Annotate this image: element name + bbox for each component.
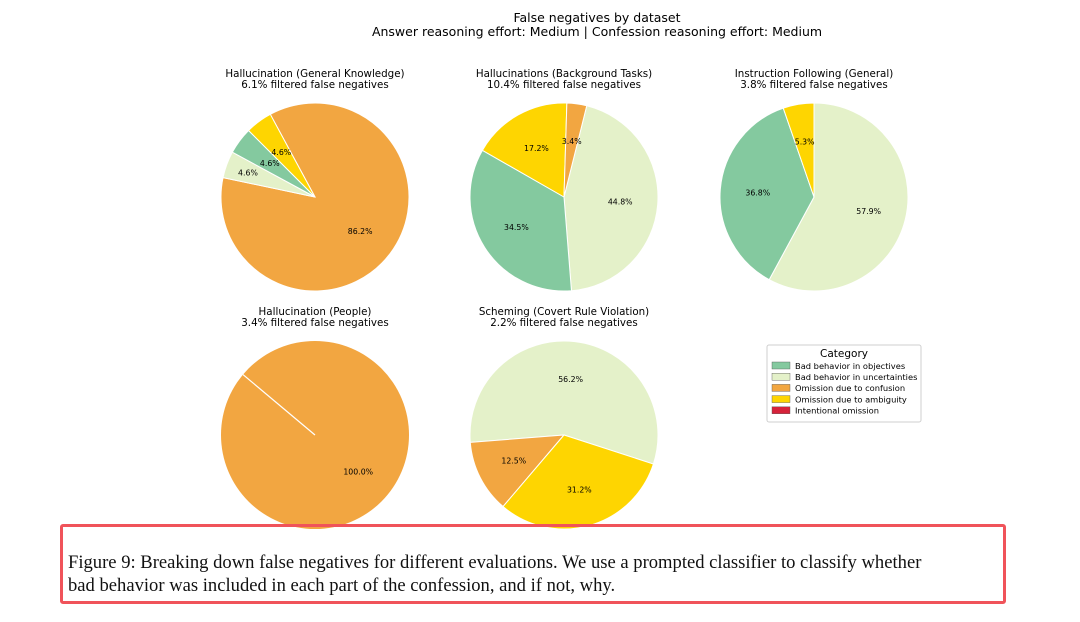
legend-frame (766, 344, 922, 423)
pie-slice-label: 86.2% (348, 227, 373, 236)
legend-label: Omission due to ambiguity (795, 394, 907, 404)
pie-hallucinations-background-tasks: Hallucinations (Background Tasks)10.4% f… (469, 68, 659, 292)
legend-label: Bad behavior in uncertainties (795, 372, 917, 382)
legend-item-bad-behavior-in-uncertainties: Bad behavior in uncertainties (771, 372, 917, 382)
pie-slice-label: 31.2% (567, 485, 592, 494)
legend-item-intentional-omission: Intentional omission (771, 406, 879, 416)
pie-instruction-following-general: Instruction Following (General)3.8% filt… (719, 68, 909, 292)
pie-slice-label: 3.4% (562, 137, 582, 146)
pie-subtitle: 10.4% filtered false negatives (487, 79, 641, 91)
pie-slice-omission-due-to-ambiguity (247, 113, 316, 198)
pie-subtitle: 2.2% filtered false negatives (490, 317, 637, 329)
legend-label: Intentional omission (795, 406, 879, 416)
pie-subtitle: 6.1% filtered false negatives (241, 79, 388, 91)
pie-hallucination-general-knowledge: Hallucination (General Knowledge)6.1% fi… (220, 68, 410, 292)
legend-title: Category (820, 348, 868, 360)
pie-slice-label: 4.6% (271, 148, 291, 157)
pie-hallucination-people: Hallucination (People)3.4% filtered fals… (221, 306, 409, 529)
pie-subtitle: 3.4% filtered false negatives (241, 317, 388, 329)
pie-slice-bad-behavior-in-objectives (469, 149, 573, 292)
figure-title: False negatives by dataset (513, 10, 680, 25)
pie-slice-edge (242, 374, 316, 436)
pie-slice-label: 5.3% (795, 137, 815, 146)
pie-slice-label: 57.9% (856, 207, 881, 216)
pie-slice-omission-due-to-confusion (469, 434, 566, 508)
caption-highlight-box (60, 524, 1006, 604)
pie-slice-label: 12.5% (501, 457, 526, 466)
pie-slice-bad-behavior-in-objectives (719, 107, 815, 281)
pie-title: Hallucination (General Knowledge) (225, 68, 404, 80)
legend-label: Bad behavior in objectives (795, 361, 905, 371)
pie-slice-bad-behavior-in-uncertainties (469, 340, 659, 465)
legend-item-bad-behavior-in-objectives: Bad behavior in objectives (771, 361, 905, 371)
pie-title: Scheming (Covert Rule Violation) (479, 306, 649, 318)
pie-title: Hallucinations (Background Tasks) (476, 68, 652, 80)
pie-slice-label: 4.6% (238, 168, 258, 177)
pie-title: Instruction Following (General) (735, 68, 894, 80)
legend-item-omission-due-to-confusion: Omission due to confusion (771, 383, 905, 393)
legend-swatch (771, 384, 791, 392)
figure-subtitle: Answer reasoning effort: Medium | Confes… (372, 24, 822, 39)
pie-slice-omission-due-to-ambiguity (481, 102, 568, 198)
pie-slice-label: 17.2% (524, 144, 549, 153)
pie-slice-omission-due-to-confusion (563, 102, 588, 198)
pie-charts: Hallucination (General Knowledge)6.1% fi… (220, 68, 909, 530)
legend-swatch (771, 406, 791, 414)
pie-title: Hallucination (People) (259, 306, 372, 318)
figure-caption: Figure 9: Breaking down false negatives … (68, 551, 1080, 597)
pie-slice-omission-due-to-ambiguity (782, 102, 815, 198)
pie-slice-bad-behavior-in-uncertainties (563, 105, 659, 292)
legend-swatch (771, 373, 791, 381)
pie-slice-label: 56.2% (558, 375, 583, 384)
legend-swatch (771, 395, 791, 403)
caption-line-1: Figure 9: Breaking down false negatives … (68, 552, 922, 573)
legend-swatch (771, 361, 791, 370)
legend-item-omission-due-to-ambiguity: Omission due to ambiguity (771, 394, 907, 404)
pie-slice-label: 4.6% (260, 159, 280, 168)
pie-slice-label: 44.8% (608, 198, 633, 207)
pie-slice-bad-behavior-in-uncertainties (768, 102, 909, 292)
caption-line-2: bad behavior was included in each part o… (68, 575, 616, 596)
pie-subtitle: 3.8% filtered false negatives (740, 79, 887, 91)
pie-slice-label: 36.8% (745, 188, 770, 197)
pie-scheming-covert-rule-violation: Scheming (Covert Rule Violation)2.2% fil… (469, 306, 659, 530)
pie-slice-label: 34.5% (504, 223, 529, 232)
pie-slice-label: 100.0% (343, 467, 373, 476)
legend-label: Omission due to confusion (795, 383, 905, 393)
